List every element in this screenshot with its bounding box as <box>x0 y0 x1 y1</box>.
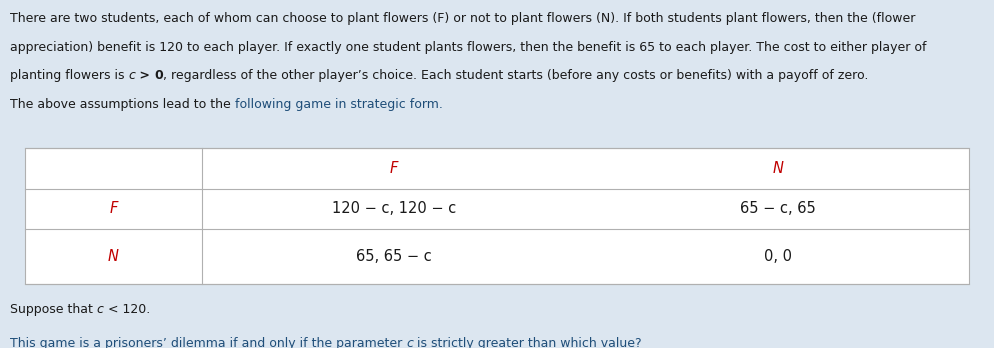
Text: following game in strategic form.: following game in strategic form. <box>235 98 442 111</box>
Text: F: F <box>109 201 117 216</box>
Text: appreciation) benefit is 120 to each player. If exactly one student plants flowe: appreciation) benefit is 120 to each pla… <box>10 41 926 54</box>
Text: c: c <box>96 303 103 316</box>
Text: is strictly greater than which value?: is strictly greater than which value? <box>414 337 642 348</box>
Text: 0, 0: 0, 0 <box>763 249 792 264</box>
Text: 65, 65 − c: 65, 65 − c <box>356 249 432 264</box>
Text: , regardless of the other player’s choice. Each student starts (before any costs: , regardless of the other player’s choic… <box>163 69 869 82</box>
Text: c: c <box>128 69 135 82</box>
Text: N: N <box>772 161 783 176</box>
Text: 0: 0 <box>154 69 163 82</box>
Text: F: F <box>390 161 399 176</box>
Text: There are two students, each of whom can choose to plant flowers (F) or not to p: There are two students, each of whom can… <box>10 12 915 25</box>
Text: The above assumptions lead to the: The above assumptions lead to the <box>10 98 235 111</box>
Text: >: > <box>135 69 154 82</box>
Text: Suppose that: Suppose that <box>10 303 96 316</box>
Text: < 120.: < 120. <box>103 303 150 316</box>
Text: planting flowers is: planting flowers is <box>10 69 128 82</box>
Text: 65 − c, 65: 65 − c, 65 <box>740 201 816 216</box>
Text: This game is a prisoners’ dilemma if and only if the parameter: This game is a prisoners’ dilemma if and… <box>10 337 407 348</box>
Text: 120 − c, 120 − c: 120 − c, 120 − c <box>332 201 456 216</box>
Text: c: c <box>407 337 414 348</box>
Text: N: N <box>107 249 119 264</box>
